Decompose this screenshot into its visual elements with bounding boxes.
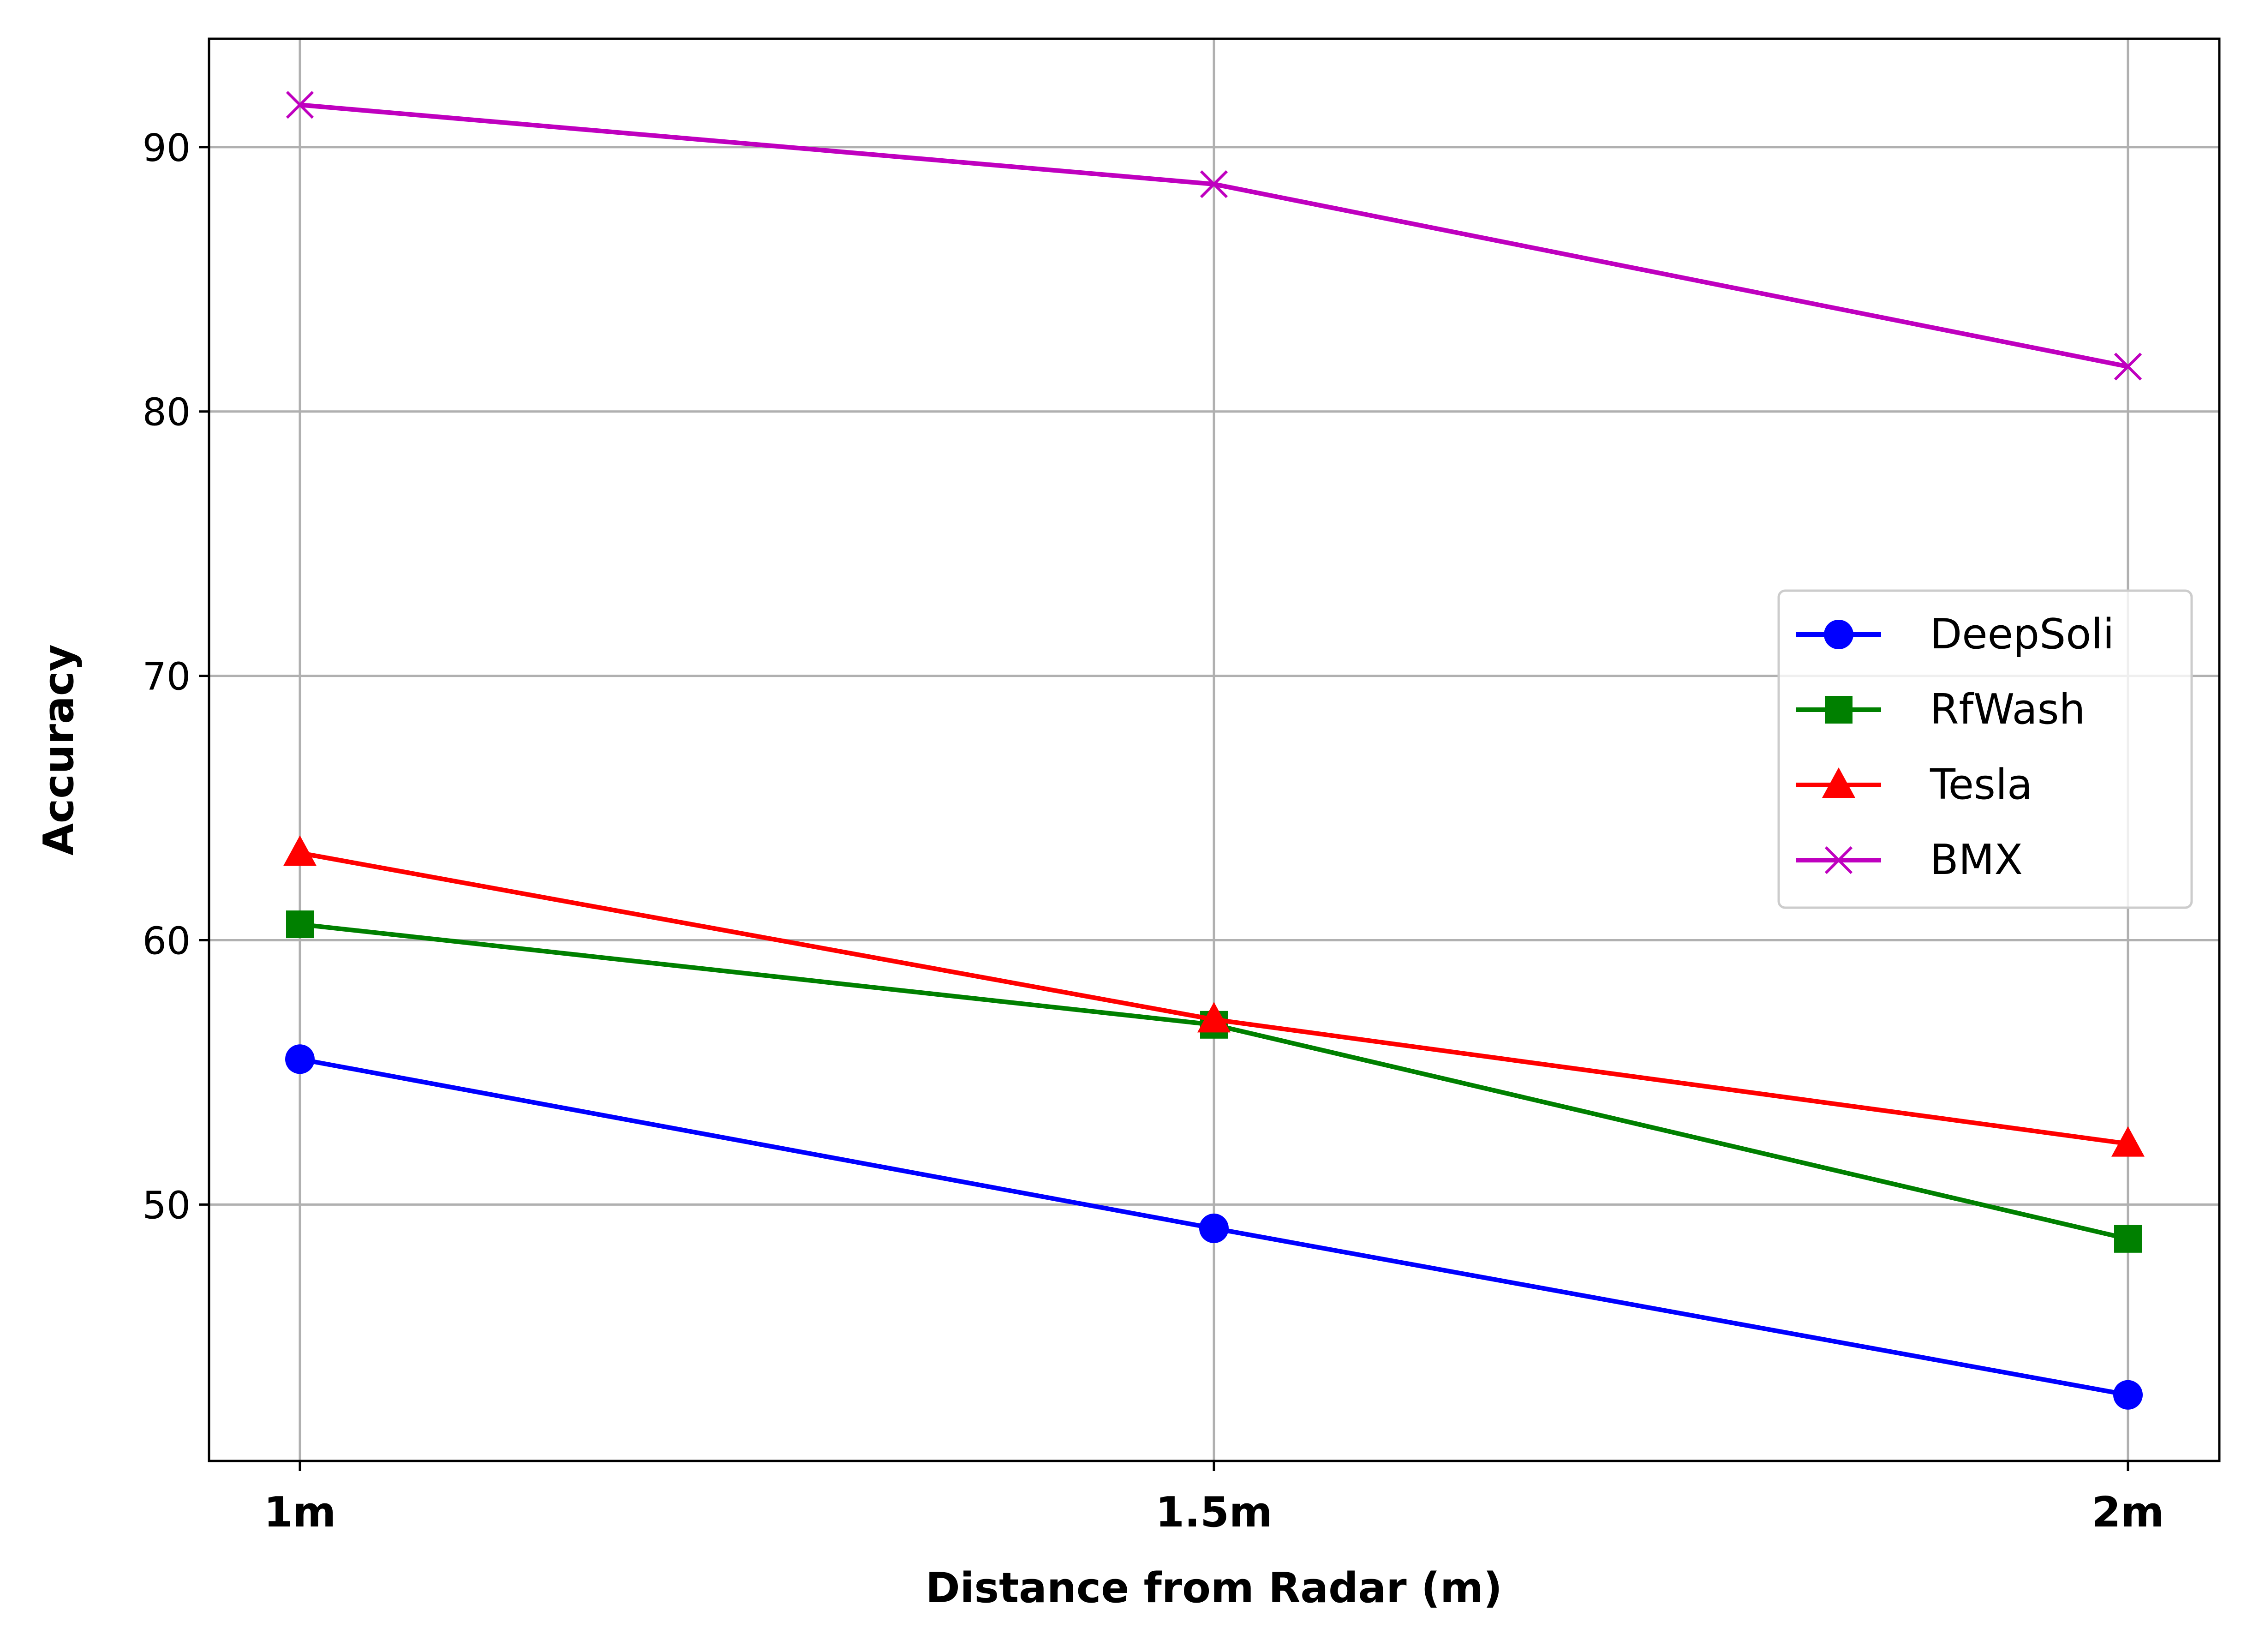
- legend-item-bmx: BMX: [1796, 836, 2023, 884]
- x-tick-label: 1.5m: [1155, 1488, 1272, 1537]
- data-point-tesla: [283, 835, 317, 866]
- x-marker-stroke: [286, 91, 314, 119]
- data-point-rfwash: [2114, 1225, 2142, 1253]
- data-point-bmx: [286, 91, 314, 119]
- series-layer: [283, 91, 2145, 1410]
- y-tick-label: 90: [143, 126, 191, 170]
- legend-label-rfwash: RfWash: [1930, 685, 2086, 734]
- x-tick-label: 1m: [264, 1488, 336, 1537]
- legend-frame: [1777, 589, 2193, 909]
- y-tick-label: 50: [143, 1184, 191, 1227]
- data-point-tesla: [2111, 1126, 2145, 1157]
- x-marker-stroke: [1824, 846, 1853, 874]
- y-tick-label: 60: [143, 919, 191, 963]
- y-axis-title: Accuracy: [35, 644, 83, 856]
- legend-item-deepsoli: DeepSoli: [1796, 610, 2114, 658]
- series-deepsoli: [285, 1044, 2143, 1410]
- data-point-bmx: [2114, 353, 2142, 381]
- x-marker-stroke: [2114, 353, 2142, 381]
- legend-label-deepsoli: DeepSoli: [1930, 610, 2114, 658]
- legend: DeepSoli RfWash Tesla BMX: [1777, 589, 2193, 909]
- x-tick-label: 2m: [2092, 1488, 2164, 1537]
- data-point-tesla: [1197, 1002, 1231, 1033]
- data-point-deepsoli: [285, 1044, 315, 1074]
- data-point-rfwash: [286, 910, 314, 939]
- y-tick-label: 70: [143, 655, 191, 699]
- legend-marker-deepsoli: [1824, 620, 1853, 649]
- legend-marker-tesla: [1822, 767, 1855, 798]
- series-bmx: [286, 91, 2142, 381]
- axis-ticks: 1m 1.5m 2m 50 60 70 80 90: [143, 126, 2164, 1537]
- legend-item-tesla: Tesla: [1796, 760, 2032, 809]
- series-tesla: [283, 835, 2145, 1157]
- data-point-bmx: [1200, 170, 1228, 198]
- legend-item-rfwash: RfWash: [1796, 685, 2086, 734]
- legend-label-tesla: Tesla: [1930, 760, 2032, 809]
- y-tick-label: 80: [143, 391, 191, 435]
- legend-label-bmx: BMX: [1930, 836, 2023, 884]
- legend-marker-bmx: [1824, 846, 1853, 874]
- data-point-deepsoli: [1199, 1213, 1229, 1243]
- x-marker-stroke: [1200, 170, 1228, 198]
- data-point-deepsoli: [2113, 1380, 2143, 1410]
- legend-marker-rfwash: [1825, 696, 1853, 724]
- x-axis-title: Distance from Radar (m): [926, 1564, 1502, 1612]
